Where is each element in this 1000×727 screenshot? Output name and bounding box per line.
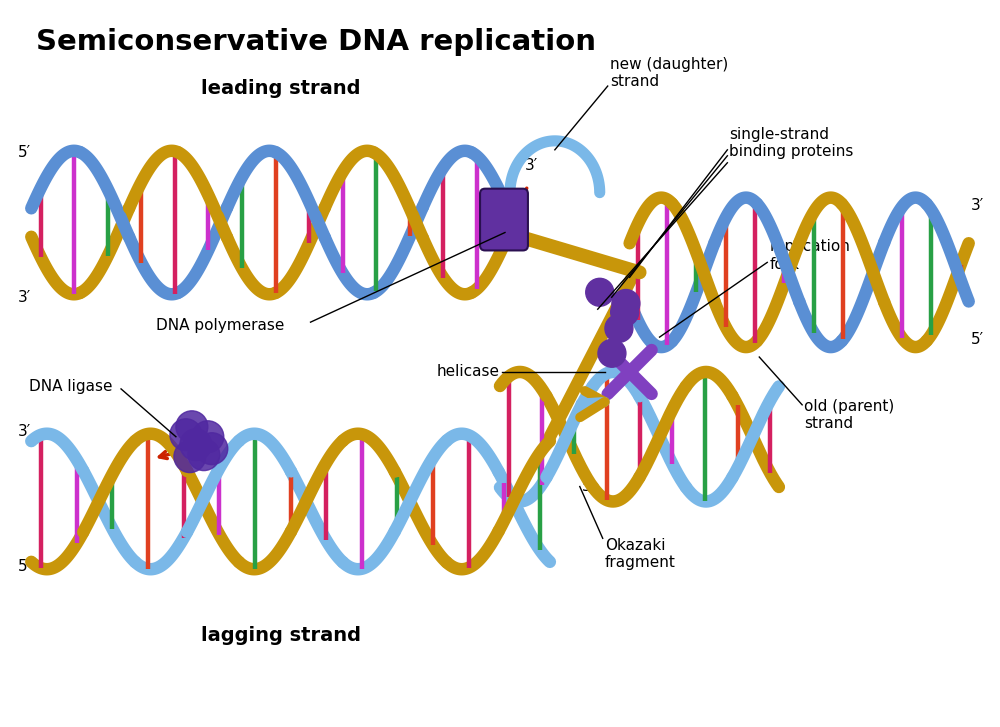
Text: DNA ligase: DNA ligase (29, 379, 113, 395)
Circle shape (612, 289, 640, 318)
Text: single-strand
binding proteins: single-strand binding proteins (729, 126, 854, 159)
Text: 5′: 5′ (971, 332, 984, 347)
Text: helicase: helicase (437, 364, 500, 379)
Text: lagging strand: lagging strand (201, 627, 361, 646)
Circle shape (176, 411, 208, 443)
Circle shape (605, 315, 633, 342)
Circle shape (188, 438, 220, 470)
Text: replication
fork: replication fork (769, 239, 850, 272)
Text: DNA polymerase: DNA polymerase (156, 318, 284, 333)
Text: Semiconservative DNA replication: Semiconservative DNA replication (36, 28, 596, 56)
Text: 3′: 3′ (525, 158, 538, 173)
FancyBboxPatch shape (480, 189, 528, 250)
Text: 5′: 5′ (582, 479, 595, 494)
Circle shape (192, 421, 224, 453)
Text: 3′: 3′ (971, 198, 984, 213)
Circle shape (196, 433, 228, 465)
Text: new (daughter)
strand: new (daughter) strand (610, 57, 728, 89)
Text: 3′: 3′ (18, 290, 31, 305)
Circle shape (598, 340, 626, 367)
Text: Okazaki
fragment: Okazaki fragment (605, 538, 676, 571)
Circle shape (170, 419, 202, 451)
Text: 5′: 5′ (18, 559, 31, 574)
Text: leading strand: leading strand (201, 79, 360, 97)
Text: 5′: 5′ (18, 145, 31, 161)
Circle shape (180, 429, 212, 461)
Text: 3′: 3′ (18, 425, 31, 439)
Circle shape (611, 298, 639, 326)
Text: old (parent)
strand: old (parent) strand (804, 398, 894, 431)
Circle shape (586, 278, 614, 306)
Circle shape (174, 441, 206, 473)
